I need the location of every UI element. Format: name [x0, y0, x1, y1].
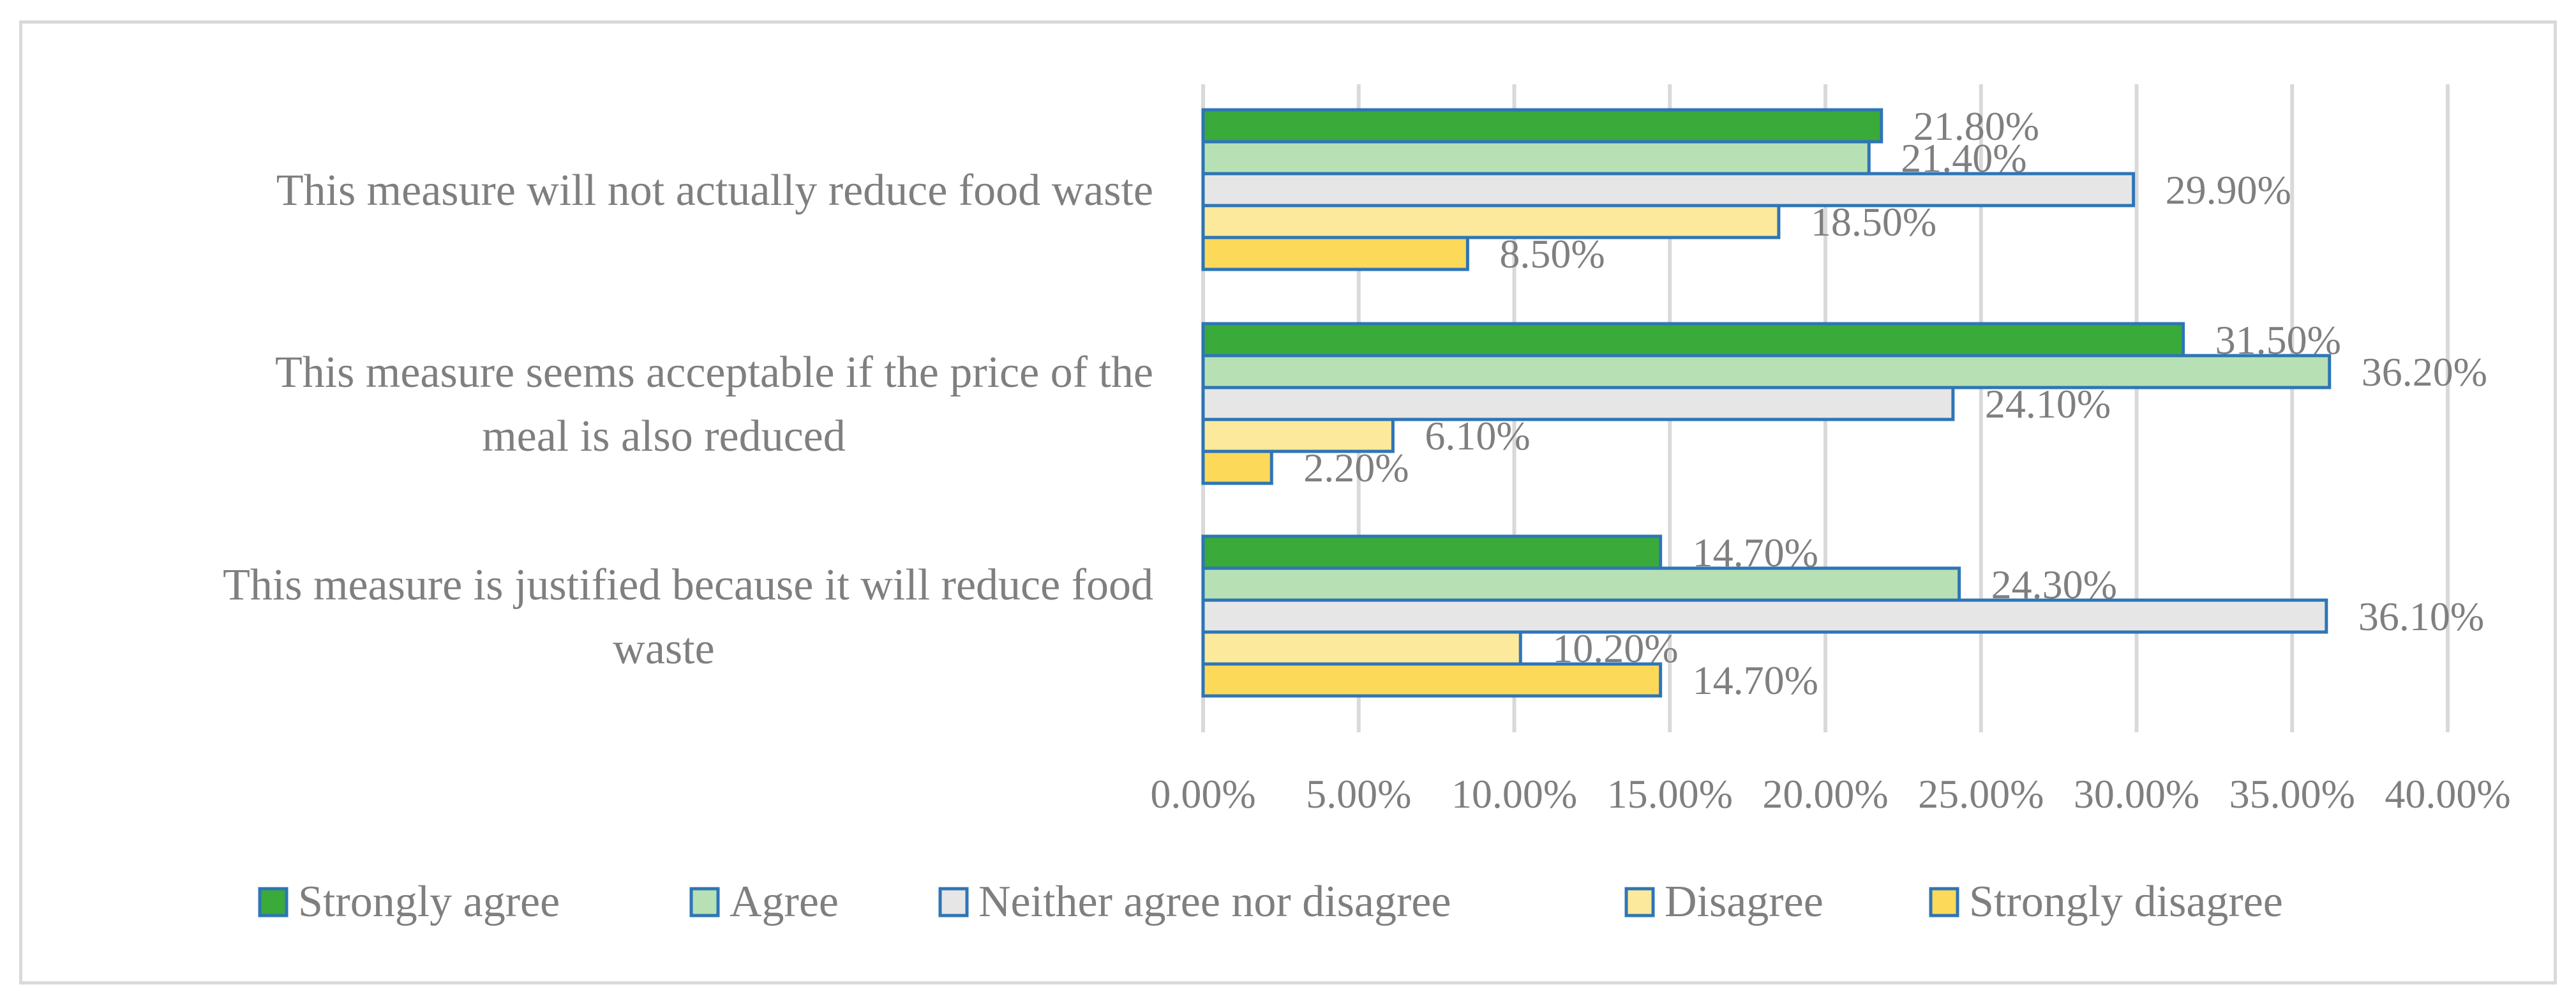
category-label: This measure will not actually reduce fo… [276, 166, 1153, 215]
data-label: 36.10% [2358, 594, 2484, 639]
data-label: 18.50% [1811, 199, 1936, 245]
bar-strongly-disagree-1 [1201, 449, 1273, 485]
bar-neither-agree-nor-disagree-0 [1201, 172, 2136, 207]
legend-item-disagree[interactable]: Disagree [1624, 877, 1823, 926]
bar-strongly-agree-1 [1201, 322, 2185, 358]
x-tick-label: 0.00% [1150, 771, 1255, 817]
x-axis-tick-labels: 0.00% 5.00% 10.00% 15.00% 20.00% 25.00% 30.00%… [1150, 771, 2510, 817]
bar-chart: 21.80%21.40% 29.90% 18.50% 8.50% 31.50% 36.20… [223, 84, 2511, 926]
data-label: 8.50% [1499, 231, 1605, 276]
data-label: 14.70% [1693, 658, 1818, 703]
bar-strongly-disagree-2 [1201, 662, 1663, 698]
legend-swatch [258, 887, 288, 917]
x-tick-label: 5.00% [1306, 771, 1411, 817]
legend-swatch [1624, 887, 1655, 917]
category-label: waste [613, 624, 714, 674]
data-label: 24.30% [1991, 562, 2117, 607]
data-label: 24.10% [1985, 381, 2111, 426]
legend-label: Neither agree nor disagree [978, 877, 1451, 926]
category-label: This measure is justified because it wil… [223, 561, 1153, 610]
legend-label: Strongly disagree [1969, 877, 2283, 926]
bar-strongly-agree-0 [1201, 108, 1883, 144]
category-label: meal is also reduced [482, 412, 846, 461]
x-tick-label: 35.00% [2229, 771, 2355, 817]
data-label: 36.20% [2362, 349, 2487, 395]
data-label: 31.50% [2215, 317, 2341, 363]
data-label: 29.90% [2166, 167, 2291, 213]
legend-swatch [1929, 887, 1959, 917]
x-tick-label: 10.00% [1451, 771, 1577, 817]
data-label: 6.10% [1425, 413, 1530, 458]
category-label: This measure seems acceptable if the pri… [275, 348, 1153, 397]
x-tick-label: 15.00% [1607, 771, 1733, 817]
bar-agree-0 [1201, 140, 1871, 176]
data-label: 21.40% [1901, 135, 2026, 181]
bar-disagree-1 [1201, 418, 1395, 453]
bars [1201, 108, 2332, 698]
legend-label: Strongly agree [298, 877, 560, 926]
data-label: 10.20% [1552, 626, 1678, 671]
chart-frame: 21.80% 21.40% 29.90% 18.50% 8.50% 31.50% 36.20… [19, 20, 2557, 984]
legend-item-neither-agree-nor-disagree[interactable]: Neither agree nor disagree [938, 877, 1451, 926]
x-tick-label: 20.00% [1762, 771, 1888, 817]
legend-swatch [689, 887, 720, 917]
data-label: 14.70% [1693, 530, 1818, 575]
bar-disagree-2 [1201, 630, 1522, 666]
bar-neither-agree-nor-disagree-1 [1201, 386, 1955, 421]
bar-disagree-0 [1201, 204, 1781, 239]
legend-item-strongly-disagree[interactable]: Strongly disagree [1929, 877, 2283, 926]
bar-neither-agree-nor-disagree-2 [1201, 598, 2328, 634]
data-labels: 21.80%21.40% 29.90% 18.50% 8.50% 31.50% 36.20… [1303, 103, 2487, 703]
category-labels: This measure will not actually reduce fo… [223, 166, 1153, 674]
x-tick-label: 30.00% [2074, 771, 2199, 817]
legend-item-agree[interactable]: Agree [689, 877, 839, 926]
legend: Strongly agree Agree Neither agree nor dis… [258, 877, 2283, 926]
bar-strongly-disagree-0 [1201, 236, 1469, 271]
legend-label: Disagree [1665, 877, 1823, 926]
bar-agree-2 [1201, 566, 1961, 602]
x-tick-label: 25.00% [1918, 771, 2044, 817]
bar-agree-1 [1201, 354, 2332, 389]
legend-swatch [938, 887, 969, 917]
legend-item-strongly-agree[interactable]: Strongly agree [258, 877, 560, 926]
legend-label: Agree [730, 877, 839, 926]
bar-strongly-agree-2 [1201, 534, 1663, 570]
x-tick-label: 40.00% [2385, 771, 2510, 817]
data-label: 21.80% [1913, 103, 2039, 149]
data-label: 2.20% [1303, 445, 1409, 490]
